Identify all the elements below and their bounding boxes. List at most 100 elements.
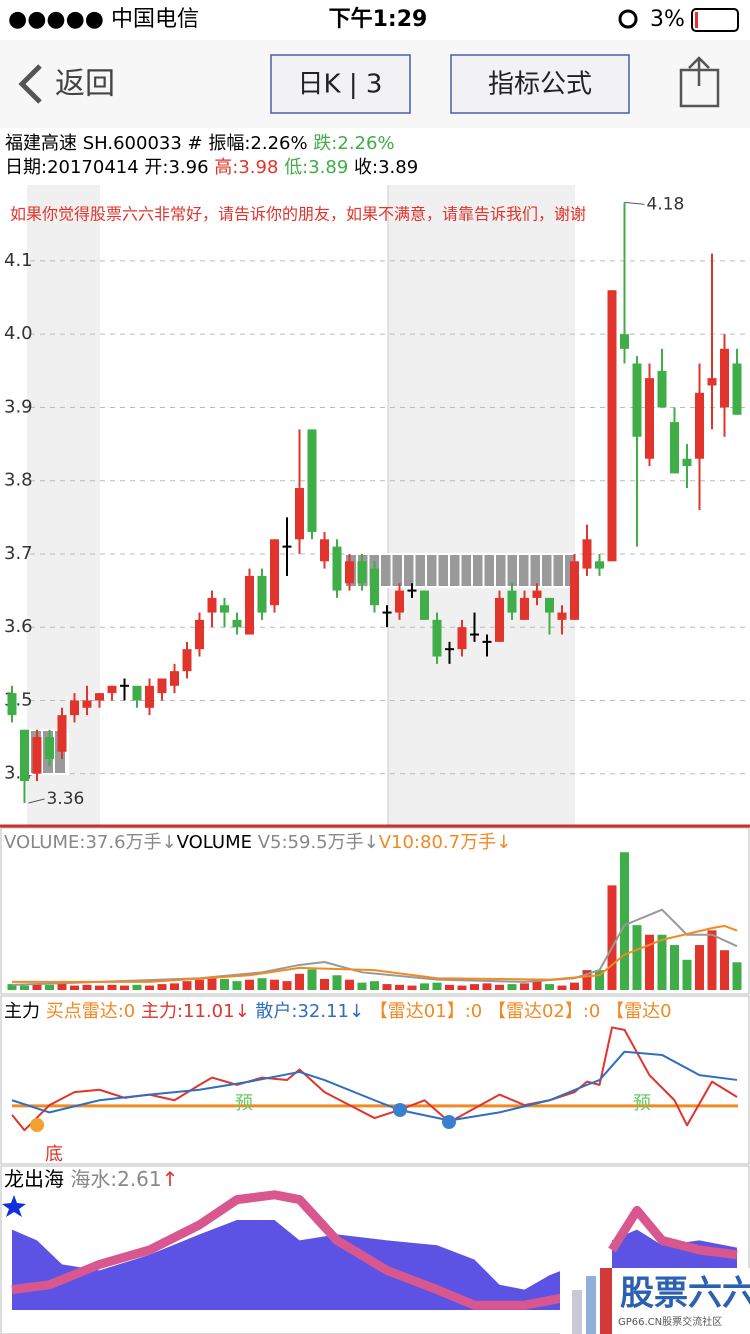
candle-body — [370, 568, 379, 606]
legend-entry: VOLUME — [177, 832, 258, 853]
volume-bar — [270, 979, 279, 990]
y-tick-label: 4.1 — [4, 250, 33, 271]
candle-body — [457, 627, 467, 650]
candle-body — [407, 589, 417, 592]
candles: 4.18 3.36 — [7, 194, 742, 809]
formula-label[interactable]: 指标公式 — [488, 70, 592, 100]
legend-entry: 【雷达02】:0 — [488, 1001, 606, 1022]
candle-body — [382, 611, 392, 614]
candle-body — [245, 575, 254, 635]
legend-entry: 散户:32.11↓ — [255, 1001, 369, 1022]
min-pointer — [28, 798, 45, 804]
volume-bar — [682, 959, 692, 990]
candle-body — [482, 640, 492, 643]
candle-body — [157, 678, 167, 694]
legend-entry: 买点雷达:0 — [46, 1001, 141, 1022]
volume-pane — [0, 827, 750, 995]
signal-dot — [393, 1103, 407, 1117]
share-arrow[interactable] — [688, 56, 710, 86]
volume-bar — [732, 962, 742, 990]
candle-body — [282, 545, 292, 548]
volume-bar — [145, 985, 154, 990]
volume-bar — [607, 885, 617, 990]
y-tick-label: 4.0 — [4, 323, 33, 344]
candle-body — [270, 539, 279, 606]
candle-body — [545, 597, 554, 613]
candle-body — [20, 729, 29, 782]
back-arrow[interactable] — [18, 64, 42, 104]
y-tick-label: 3.9 — [4, 396, 33, 417]
candle-body — [520, 597, 529, 620]
candle-body — [595, 561, 604, 569]
legend: VOLUME:37.6万手↓VOLUME V5:59.5万手↓V10:80.7万… — [4, 832, 511, 853]
candle-body — [7, 693, 17, 716]
volume-bar — [407, 985, 417, 990]
volume-bar — [57, 983, 67, 990]
volume-bar — [482, 983, 492, 990]
candle-body — [332, 546, 342, 591]
volume-bar — [557, 985, 567, 990]
candle-body — [682, 458, 692, 467]
volume-bar — [45, 984, 54, 990]
period-button[interactable] — [270, 54, 411, 114]
volume-bar — [695, 945, 704, 990]
volume-bar — [282, 981, 292, 990]
battery-level — [695, 12, 698, 28]
sea-arrow: ↑ — [162, 1167, 179, 1191]
formula-button[interactable] — [450, 54, 630, 114]
back-button[interactable]: 返回 — [55, 67, 115, 102]
volume-bar — [107, 984, 117, 990]
series-line — [11, 1050, 738, 1122]
volume-bar — [182, 981, 192, 990]
y-tick-label: 3.8 — [4, 470, 33, 491]
volume-bar — [332, 975, 342, 990]
candle-body — [395, 590, 404, 613]
volume-bar — [457, 985, 467, 990]
volume-bar — [632, 925, 642, 990]
volume-bar — [120, 985, 129, 990]
logo-site: GP66.CN股票交流社区 — [618, 1315, 722, 1328]
candle-body — [645, 378, 654, 459]
signal-dot — [30, 1118, 44, 1132]
volume-bar — [20, 985, 29, 990]
volume-bar — [520, 983, 529, 990]
indicator-pane — [0, 995, 750, 1165]
candle-body — [632, 363, 642, 437]
candle-body — [145, 685, 154, 708]
series-line — [11, 1190, 738, 1310]
indicator: 主力 买点雷达:0 主力:11.01↓ 散户:32.11↓ 【雷达01】:0 【… — [4, 1001, 738, 1165]
volume-bar — [670, 945, 679, 990]
candle-body — [82, 700, 92, 708]
volume-bar — [395, 984, 404, 990]
candle-body — [70, 700, 79, 716]
candle-body — [357, 561, 367, 584]
candle-body — [507, 590, 517, 613]
candle-body — [620, 334, 629, 349]
battery-text: 3% — [650, 7, 685, 32]
price-pane: 3.43.53.63.73.83.94.04.1 — [4, 250, 750, 784]
clock: 下午1:29 — [329, 6, 428, 32]
sea-value: 海水:2.61 — [70, 1167, 161, 1191]
volume-bar — [570, 982, 579, 990]
period-label[interactable]: 日K | 3 — [298, 70, 383, 100]
carrier: ●●●●● 中国电信 — [8, 7, 199, 32]
series-line — [11, 908, 738, 986]
candle-body — [95, 693, 104, 701]
candle-body — [670, 422, 679, 474]
volume-bar — [207, 976, 217, 990]
volume-bar — [345, 979, 354, 990]
banner: 如果你觉得股票六六非常好，请告诉你的朋友，如果不满意，请靠告诉我们，谢谢 — [10, 205, 586, 224]
ohlc-info: 日期:20170414 开:3.96 高:3.98 低:3.89 收:3.89 — [5, 157, 418, 178]
volume-bar — [382, 984, 392, 990]
candle-body — [345, 561, 354, 584]
volume-bar — [232, 981, 242, 990]
max-label: 4.18 — [647, 194, 685, 214]
candle-body — [232, 619, 242, 628]
candle-body — [182, 649, 192, 672]
volume-bar — [707, 930, 717, 990]
volume-bar — [170, 983, 179, 990]
volume-bar — [82, 984, 92, 990]
volume-bar — [720, 950, 729, 990]
candle-body — [720, 348, 729, 408]
candle-body — [220, 605, 229, 613]
